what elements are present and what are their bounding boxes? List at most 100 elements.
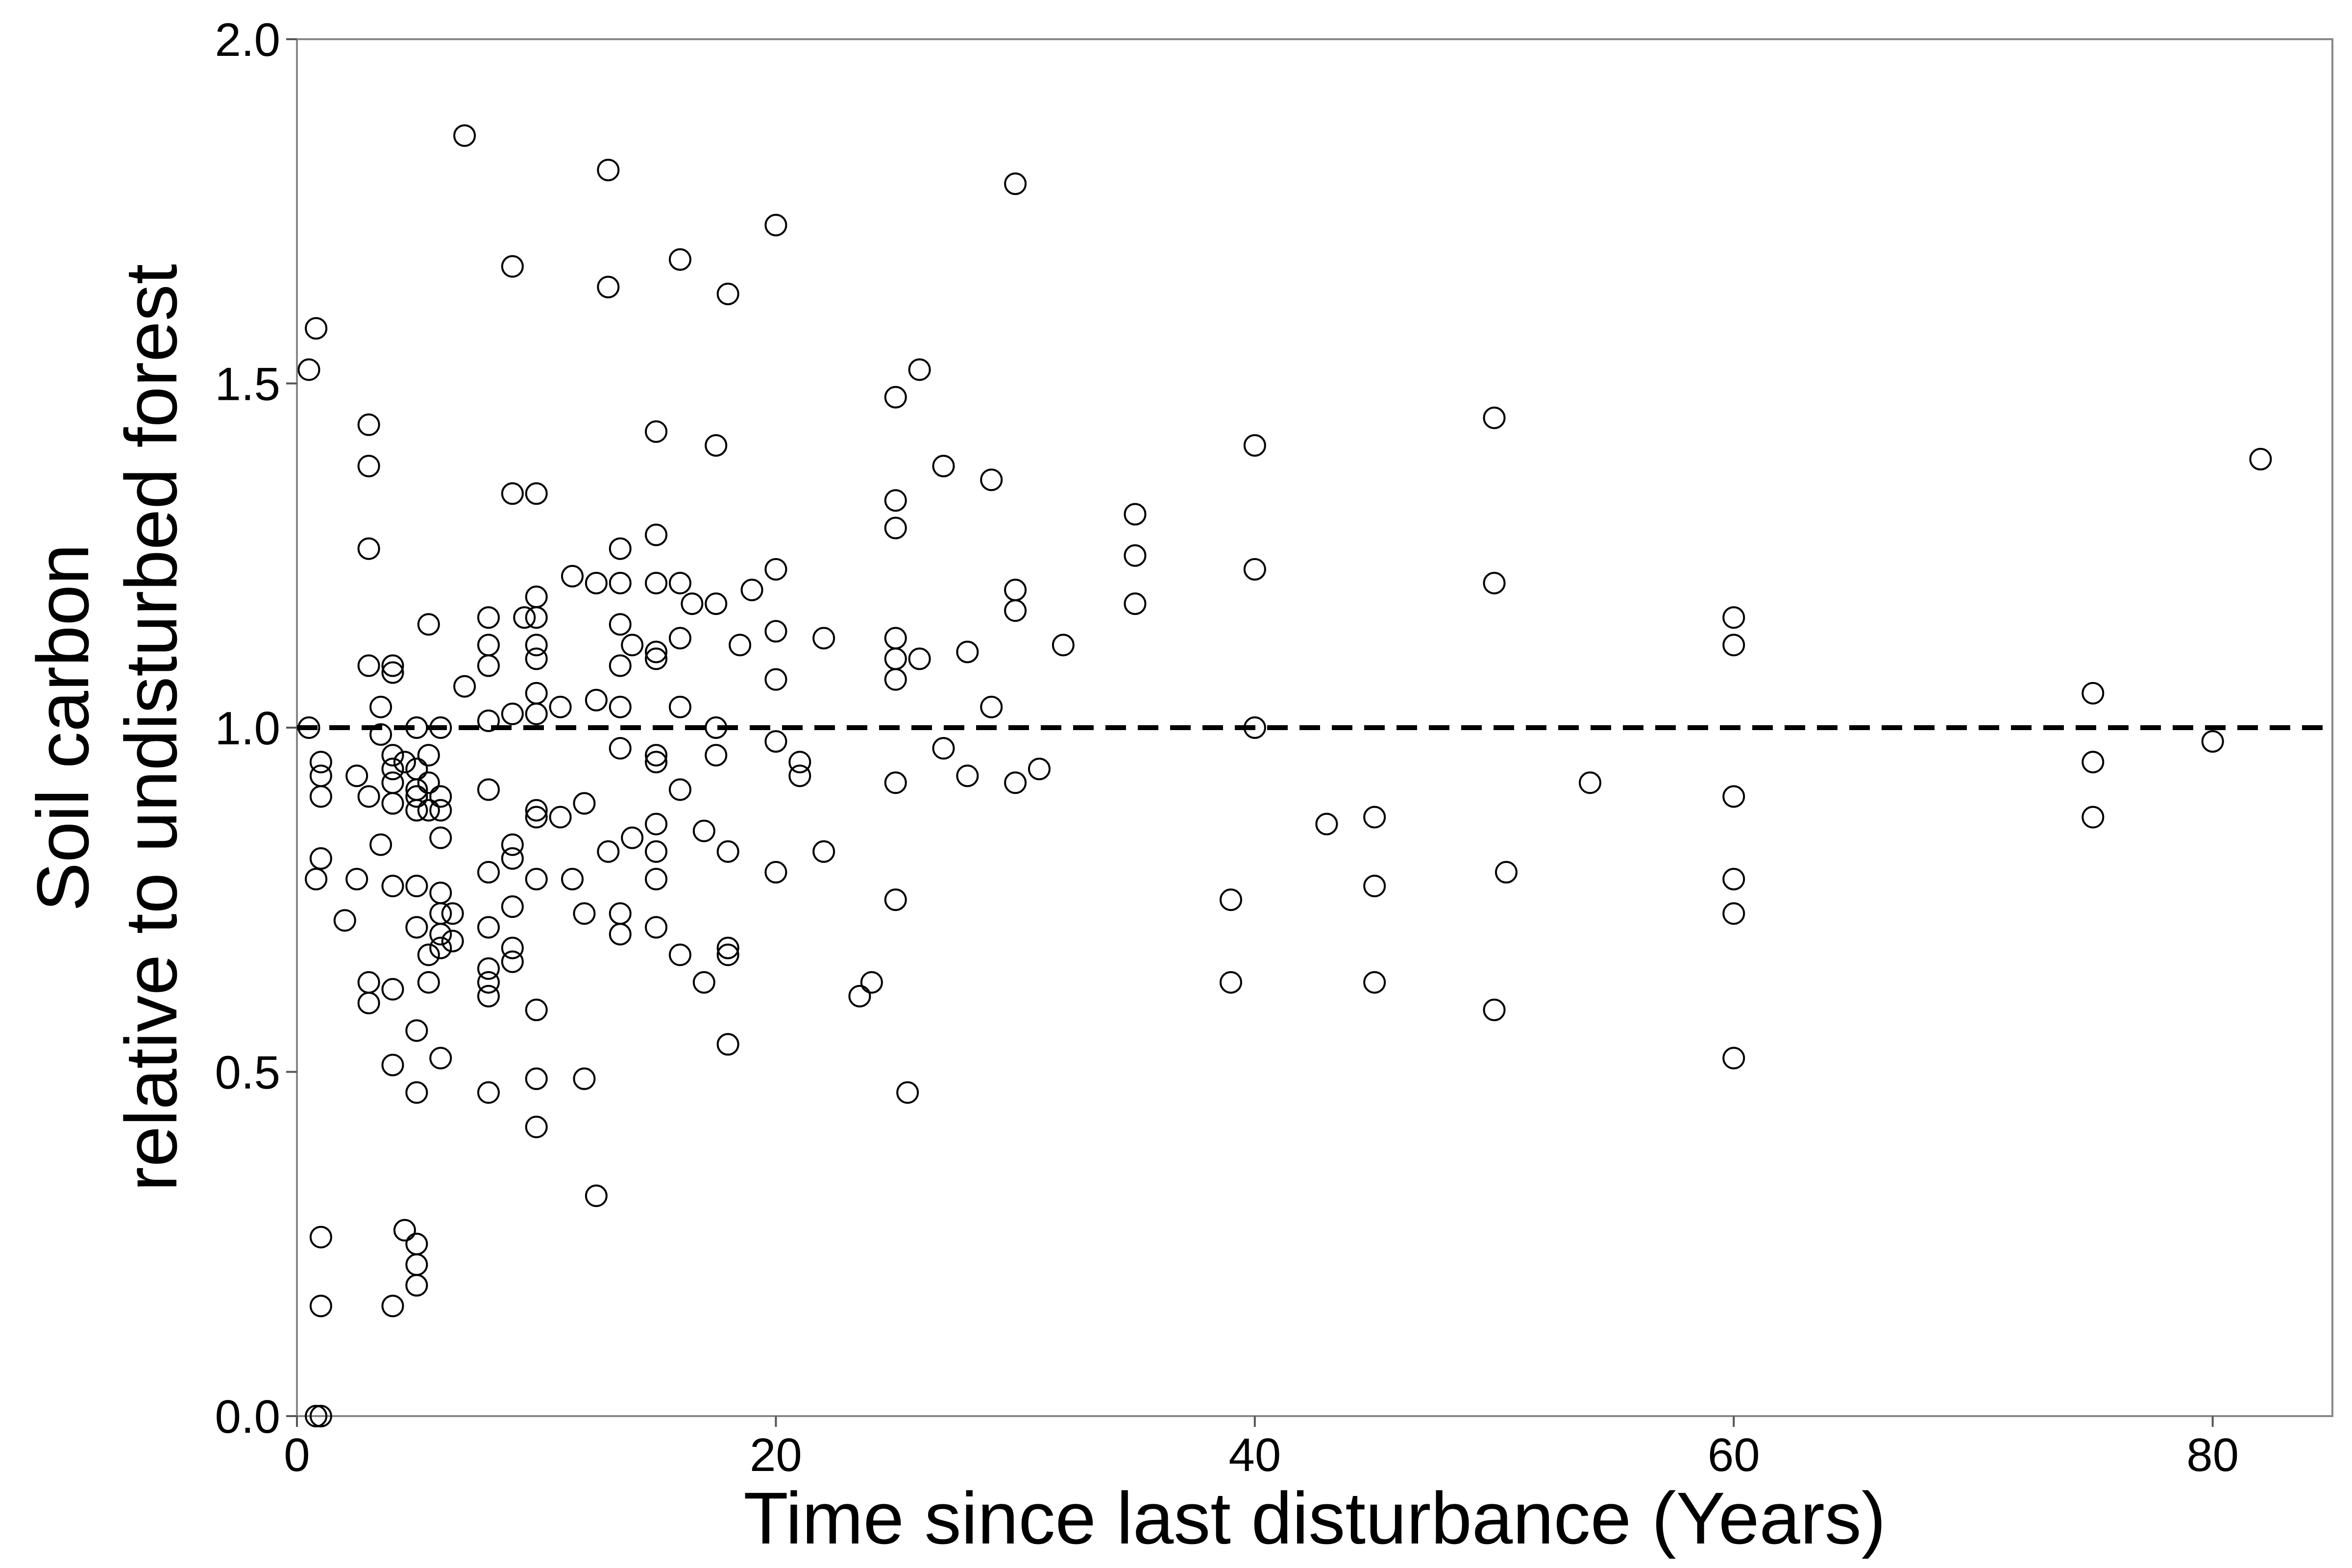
data-point — [477, 709, 500, 732]
data-point — [884, 888, 907, 911]
data-point — [573, 902, 596, 925]
data-point — [1004, 599, 1027, 622]
data-point — [609, 571, 632, 594]
data-point — [357, 413, 380, 436]
data-point — [609, 537, 632, 560]
data-point — [716, 840, 739, 863]
data-point — [716, 943, 739, 966]
data-point — [309, 751, 332, 774]
x-tick-label: 60 — [1708, 1429, 1760, 1481]
data-point — [764, 861, 787, 884]
data-point — [561, 564, 584, 588]
data-point — [884, 516, 907, 539]
data-point — [441, 902, 464, 925]
data-point — [453, 124, 476, 147]
data-point — [1363, 806, 1386, 829]
data-point — [561, 868, 584, 891]
data-point — [525, 806, 548, 829]
data-point — [305, 1405, 328, 1427]
data-point — [668, 695, 691, 718]
data-point — [716, 282, 739, 305]
data-point — [1483, 999, 1506, 1022]
data-point — [645, 916, 668, 939]
data-point — [429, 1047, 452, 1070]
data-point — [417, 799, 440, 822]
data-point — [549, 695, 572, 718]
data-point — [417, 771, 440, 794]
data-point — [441, 930, 464, 953]
data-point — [705, 592, 728, 615]
data-point — [1363, 875, 1386, 898]
data-point — [309, 785, 332, 808]
data-point — [645, 868, 668, 891]
y-tick-label: 1.0 — [215, 702, 280, 755]
data-point — [501, 936, 524, 959]
data-point — [980, 695, 1003, 718]
data-point — [1722, 785, 1745, 808]
data-point — [788, 764, 811, 787]
data-point — [1219, 888, 1242, 911]
data-point — [848, 984, 871, 1007]
data-point — [668, 943, 691, 966]
data-point — [309, 1295, 332, 1318]
data-point — [645, 571, 668, 594]
data-point — [1124, 592, 1147, 615]
data-point — [668, 778, 691, 801]
data-point — [297, 358, 320, 381]
data-point — [305, 317, 328, 340]
data-point — [477, 957, 500, 980]
data-point — [513, 606, 536, 629]
data-point — [908, 647, 931, 670]
data-point — [345, 868, 368, 891]
data-point — [645, 840, 668, 863]
data-point — [357, 992, 380, 1014]
data-point — [729, 634, 752, 657]
data-point — [405, 1081, 428, 1104]
data-point — [357, 785, 380, 808]
data-point — [501, 847, 524, 870]
data-point — [645, 420, 668, 443]
data-point — [645, 812, 668, 835]
data-point — [1483, 571, 1506, 594]
data-point — [884, 771, 907, 794]
data-point — [597, 158, 620, 181]
data-point — [1722, 902, 1745, 925]
data-point — [357, 654, 380, 677]
data-point — [609, 695, 632, 718]
data-point — [1124, 503, 1147, 526]
data-point — [381, 661, 404, 684]
data-point — [429, 936, 452, 959]
data-point — [357, 537, 380, 560]
data-point — [477, 984, 500, 1007]
data-point — [1004, 771, 1027, 794]
data-point — [357, 455, 380, 478]
data-point — [525, 702, 548, 725]
data-point — [405, 785, 428, 808]
data-point — [1052, 634, 1075, 657]
data-point — [764, 620, 787, 643]
data-point — [501, 255, 524, 278]
data-point — [525, 1115, 548, 1138]
data-point — [309, 1225, 332, 1249]
data-point — [345, 764, 368, 787]
data-point — [740, 579, 763, 601]
data-point — [609, 654, 632, 677]
data-point — [369, 833, 392, 856]
data-point — [1315, 812, 1338, 835]
data-point — [477, 861, 500, 884]
data-point — [309, 847, 332, 870]
data-point — [621, 826, 644, 849]
data-point — [764, 730, 787, 753]
data-point — [2082, 682, 2105, 705]
data-point — [668, 571, 691, 594]
data-point — [333, 909, 356, 932]
data-point — [1722, 634, 1745, 657]
data-point — [369, 723, 392, 746]
data-point — [716, 1033, 739, 1056]
data-point — [645, 640, 668, 663]
data-point — [501, 702, 524, 725]
data-point — [573, 1067, 596, 1090]
data-point — [2082, 806, 2105, 829]
data-point — [501, 950, 524, 973]
